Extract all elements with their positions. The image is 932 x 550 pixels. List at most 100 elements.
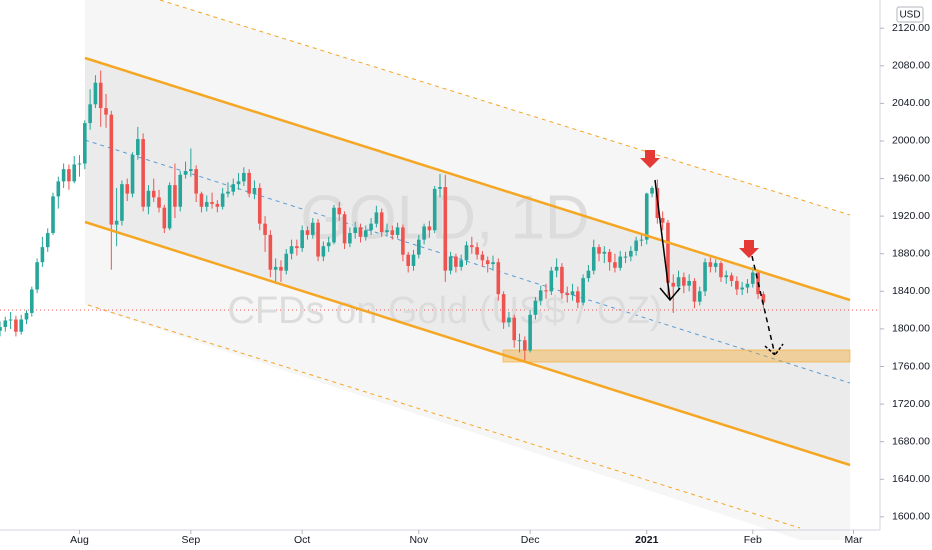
candle-body [348, 233, 352, 244]
y-tick-label: 1680.00 [892, 435, 930, 447]
candle-body [618, 256, 623, 268]
candle-body [411, 254, 416, 266]
candle-body [607, 251, 612, 263]
candle-body [682, 277, 686, 286]
candle-body [475, 247, 479, 255]
y-tick-label: 1760.00 [892, 360, 930, 372]
candle-body [713, 263, 718, 267]
candle-body [279, 266, 283, 271]
arrow-head [764, 343, 784, 357]
mid-line [84, 139, 851, 384]
candle-body [750, 272, 755, 284]
y-tick-label: 1600.00 [892, 511, 930, 523]
candle-body [470, 245, 474, 248]
candle-body [24, 312, 29, 320]
candle-body [544, 290, 548, 292]
candle-body [629, 250, 633, 257]
channel-lower-line [84, 220, 851, 467]
candle-body [639, 239, 644, 241]
candle-body [247, 172, 251, 194]
candle-body [231, 184, 236, 192]
candle-body [215, 203, 220, 207]
x-tick-label: Feb [744, 534, 762, 546]
x-tick-label: 2021 [635, 534, 659, 546]
candle-body [586, 270, 591, 279]
candle-body [687, 280, 691, 286]
candle-body [719, 263, 723, 278]
candle-body [141, 139, 145, 207]
candle-body [19, 319, 24, 332]
support-zone [502, 349, 851, 363]
candle-body [406, 254, 410, 266]
candle-body [740, 287, 744, 290]
candle-body [204, 202, 209, 207]
candle-body [496, 262, 501, 295]
candle-body [236, 181, 241, 185]
outer-upper-line [159, 0, 851, 216]
candle-body [448, 256, 453, 271]
candle-body [67, 169, 71, 182]
candle-body [104, 108, 108, 115]
candle-body [130, 155, 135, 194]
candle-body [549, 270, 554, 292]
candle-body [45, 233, 50, 248]
candle-body [501, 294, 506, 323]
red-arrow [739, 240, 759, 258]
candle-body [125, 184, 130, 194]
candle-body [395, 227, 400, 235]
y-tick-label: 1840.00 [892, 285, 930, 297]
candle-body [565, 293, 570, 296]
candle-body [427, 226, 432, 231]
candle-body [401, 227, 405, 255]
candle-body [591, 247, 596, 271]
candle-body [761, 294, 766, 303]
candle-body [3, 320, 8, 328]
candle-body [443, 187, 448, 271]
candle-body [623, 256, 628, 258]
candle-body [432, 188, 437, 231]
candle-body [273, 266, 278, 270]
candle-body [0, 327, 2, 331]
candle-body [109, 114, 114, 225]
candle-body [295, 246, 299, 249]
candle-body [194, 169, 198, 194]
candle-body [289, 246, 294, 254]
candle-body [735, 280, 739, 290]
red-arrow [640, 150, 660, 168]
candle-body [98, 82, 103, 109]
candle-body [284, 253, 289, 271]
candle-body [14, 319, 18, 332]
candle-body [507, 317, 511, 323]
candle-body [353, 227, 357, 234]
candle-body [660, 218, 665, 223]
y-tick-label: 2000.00 [892, 135, 930, 147]
candle-body [40, 247, 45, 263]
x-tick-label: Nov [409, 534, 428, 546]
candle-body [416, 239, 421, 255]
candle-body [369, 223, 373, 231]
y-tick-label: 2120.00 [892, 22, 930, 34]
candle-body [310, 222, 315, 235]
candle-body [72, 164, 77, 182]
candle-body [602, 251, 607, 254]
candle-body [88, 104, 92, 124]
candle-body [708, 262, 713, 267]
currency-badge [896, 6, 924, 23]
candle-body [517, 340, 522, 342]
candle-body [332, 207, 336, 243]
candle-body [724, 275, 729, 278]
candle-body [83, 123, 87, 164]
y-tick-label: 2040.00 [892, 97, 930, 109]
candle-body [363, 230, 368, 237]
candle-body [613, 262, 617, 268]
candle-body [151, 190, 156, 198]
candle-body [263, 223, 267, 235]
candle-body [422, 226, 426, 240]
candle-body [51, 196, 55, 234]
arrow-line [751, 255, 776, 356]
candle-body [242, 172, 246, 182]
candle-body [697, 291, 702, 302]
candle-body [136, 139, 140, 156]
candle-body [300, 230, 304, 249]
